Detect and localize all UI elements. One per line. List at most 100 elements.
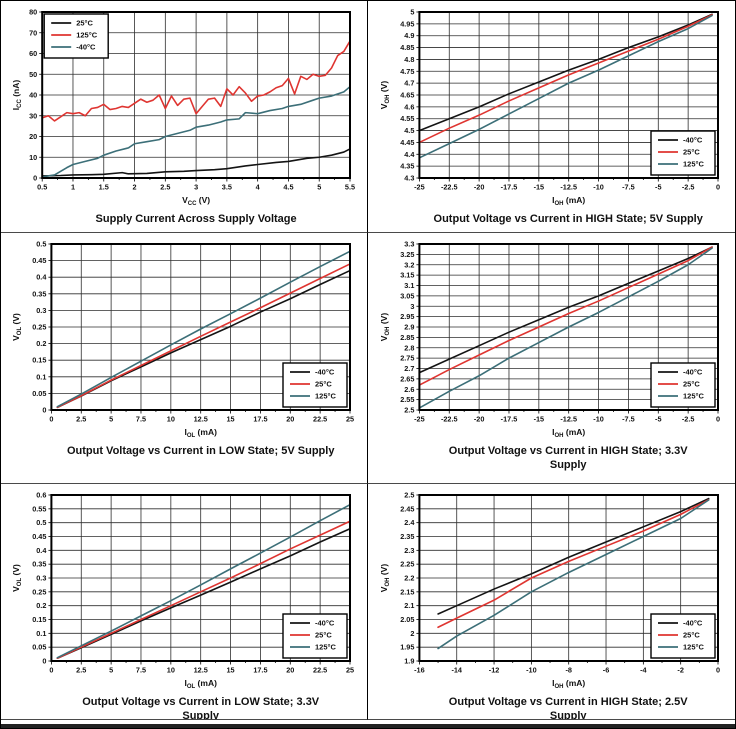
series-line-125C xyxy=(418,14,713,159)
y-tick-label: 2.45 xyxy=(400,504,414,513)
y-tick-label: 0.15 xyxy=(32,615,46,624)
y-tick-label: 4.95 xyxy=(400,19,414,28)
y-tick-label: 2.55 xyxy=(400,395,414,404)
x-tick-label: -25 xyxy=(414,415,425,424)
x-tick-label: 17.5 xyxy=(253,666,267,675)
series-line-125C xyxy=(56,503,351,659)
legend-label: -40°C xyxy=(683,136,703,145)
voh-5v-chart-canvas: -25 -22.5 -20 -17.5 -15 -12.5 -10 -7.5 -5 -2.5 0 4.… xyxy=(379,8,720,208)
x-tick-label: 20 xyxy=(286,415,294,424)
y-tick-label: 2.7 xyxy=(404,364,414,373)
tick-labels: 0 2.5 5 7.5 10 12.5 15 17.5 20 22.5 25 0 0.05 0.1 0.15… xyxy=(32,491,354,675)
x-tick-label: -10 xyxy=(526,666,537,675)
axis-label: ICC (nA) xyxy=(11,80,23,111)
section-divider-bar xyxy=(1,724,735,728)
tick-labels: -25 -22.5 -20 -17.5 -15 -12.5 -10 -7.5 -5 -2.5 0 4.… xyxy=(400,8,720,192)
vol-3v3-chart-canvas: 0 2.5 5 7.5 10 12.5 15 17.5 20 22.5 25 0 0.05 0.1 0.15… xyxy=(11,491,354,691)
y-tick-label: 2.1 xyxy=(404,601,414,610)
series-line--40C xyxy=(56,527,351,660)
x-tick-label: 0 xyxy=(49,415,53,424)
legend-label: -40°C xyxy=(315,619,335,628)
y-tick-label: 0.45 xyxy=(32,532,46,541)
x-tick-label: 10 xyxy=(167,666,175,675)
y-tick-label: 30 xyxy=(29,111,37,120)
axis-label: IOL (mA) xyxy=(184,678,217,690)
y-tick-label: 20 xyxy=(29,132,37,141)
axis-label: VCC (V) xyxy=(182,195,210,207)
legend-box xyxy=(43,13,109,59)
x-tick-label: 0 xyxy=(715,666,719,675)
series-line-25C xyxy=(418,246,713,386)
series-line--40C xyxy=(436,497,709,615)
plot-border xyxy=(41,11,351,179)
legend-label: 25°C xyxy=(683,380,700,389)
y-tick-label: 0.3 xyxy=(36,306,46,315)
legend-label: 125°C xyxy=(683,643,705,652)
series-line--40C xyxy=(41,85,351,178)
plot-border xyxy=(417,494,719,662)
y-tick-label: 1.9 xyxy=(404,657,414,666)
y-tick-label: 2.25 xyxy=(400,560,414,569)
y-tick-label: 0 xyxy=(33,174,37,183)
x-tick-label: 0 xyxy=(715,415,719,424)
x-tick-label: -22.5 xyxy=(440,415,457,424)
chart-title: Output Voltage vs Current in LOW State; … xyxy=(66,445,335,457)
y-tick-label: 4.4 xyxy=(404,150,415,159)
x-tick-label: -4 xyxy=(640,666,647,675)
axis-label: IOH (mA) xyxy=(552,427,585,439)
series-line-25C xyxy=(41,148,351,177)
legend-label: -40°C xyxy=(76,43,96,52)
y-tick-label: 0 xyxy=(42,657,46,666)
x-tick-label: -5 xyxy=(655,415,662,424)
voh-2v5-chart-canvas: -16 -14 -12 -10 -8 -6 -4 -2 0 1.9 1.95 2 2.05 2.1 2.15… xyxy=(379,491,720,691)
x-tick-label: -25 xyxy=(414,183,425,192)
y-tick-label: 3.3 xyxy=(404,240,414,249)
y-tick-label: 2.05 xyxy=(400,615,414,624)
x-tick-label: -20 xyxy=(473,415,484,424)
legend-box xyxy=(282,362,348,408)
y-tick-label: 0.35 xyxy=(32,560,46,569)
plot-border xyxy=(50,243,352,411)
x-tick-label: 12.5 xyxy=(194,666,208,675)
x-tick-label: -15 xyxy=(533,415,544,424)
y-tick-label: 0.6 xyxy=(36,491,46,500)
legend-box xyxy=(649,362,716,408)
y-tick-label: 0.5 xyxy=(36,240,46,249)
x-tick-label: -16 xyxy=(414,666,425,675)
x-tick-label: 4 xyxy=(256,183,261,192)
legend-box xyxy=(649,130,716,176)
chart-cell-voh-5v: -25 -22.5 -20 -17.5 -15 -12.5 -10 -7.5 -5 -2.5 0 4.… xyxy=(368,1,735,233)
x-tick-label: -12 xyxy=(488,666,499,675)
y-tick-label: 0.05 xyxy=(32,643,46,652)
y-tick-label: 4.45 xyxy=(400,138,414,147)
legend-label: 25°C xyxy=(76,19,93,28)
series-line-125C xyxy=(41,40,351,122)
y-tick-label: 3.05 xyxy=(400,291,414,300)
x-tick-label: -17.5 xyxy=(500,415,517,424)
axis-label: VOH (V) xyxy=(379,313,391,342)
axis-label: VOH (V) xyxy=(379,564,391,593)
chart-cell-voh-2v5: -16 -14 -12 -10 -8 -6 -4 -2 0 1.9 1.95 2 2.05 2.1 2.15… xyxy=(368,484,735,720)
y-tick-label: 2.65 xyxy=(400,374,414,383)
series-line-25C xyxy=(436,498,709,629)
y-tick-label: 2.3 xyxy=(404,546,414,555)
chart-title: Supply Current Across Supply Voltage xyxy=(95,213,297,225)
y-tick-label: 0.55 xyxy=(32,504,46,513)
y-tick-label: 3.25 xyxy=(400,250,414,259)
plot-border xyxy=(417,243,719,411)
vol-5v-chart-canvas: 0 2.5 5 7.5 10 12.5 15 17.5 20 22.5 25 0 0.05 0.1 0.15… xyxy=(11,240,354,440)
legend-box xyxy=(649,613,716,659)
x-tick-label: 12.5 xyxy=(194,415,208,424)
x-tick-label: -10 xyxy=(593,415,604,424)
x-tick-label: 15 xyxy=(226,415,234,424)
x-tick-label: -8 xyxy=(565,666,572,675)
x-tick-label: -2.5 xyxy=(681,183,694,192)
y-tick-label: 0.4 xyxy=(36,273,47,282)
legend-label: 125°C xyxy=(315,643,337,652)
supply-current-chart-canvas: 0.5 1 1.5 2 2.5 3 3.5 4 4.5 5 5.5 0 10 20 30 40 50 60 70 80… xyxy=(11,8,355,208)
chart-title: Output Voltage vs Current in LOW State; … xyxy=(82,696,320,720)
series-line-125C xyxy=(418,247,713,409)
x-tick-label: -5 xyxy=(655,183,662,192)
y-tick-label: 0.05 xyxy=(32,389,46,398)
